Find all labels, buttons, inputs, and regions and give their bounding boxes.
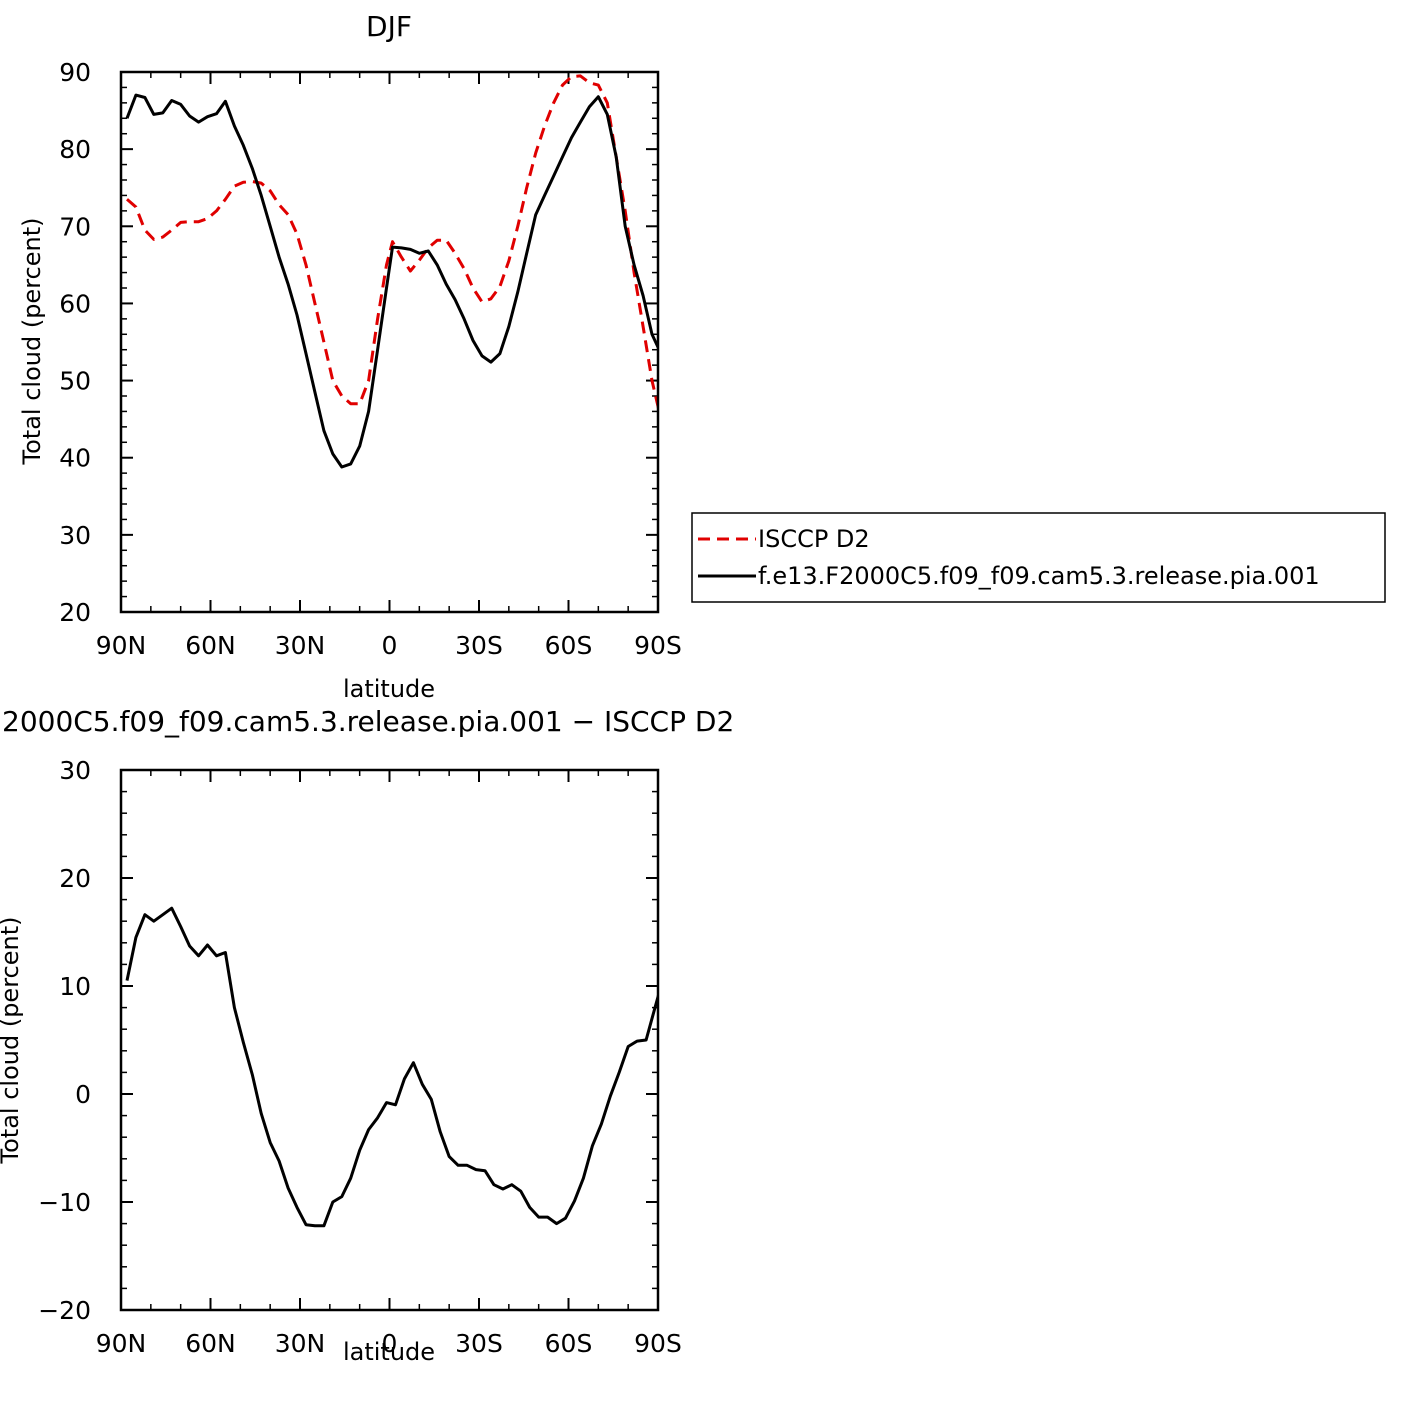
y-tick-label: 0 [75,1080,91,1109]
x-tick-label: 60S [545,631,593,660]
x-tick-label: 0 [382,1329,398,1358]
x-tick-label: 90S [634,631,682,660]
y-tick-label: 70 [59,212,91,241]
legend-label-isccp-d2: ISCCP D2 [758,525,870,553]
top-chart-title: DJF [366,10,412,43]
x-tick-label: 90N [96,631,147,660]
y-tick-label: 30 [59,521,91,550]
series-line-model [125,93,658,469]
x-tick-label: 60N [185,1329,236,1358]
top-series-layer [125,74,658,469]
y-tick-label: 40 [59,444,91,473]
legend-box [691,512,1386,603]
y-tick-label: 10 [59,972,91,1001]
x-tick-label: 90S [634,1329,682,1358]
x-tick-label: 30S [455,631,503,660]
y-tick-label: 20 [59,864,91,893]
bottom-ticks: 90N 60N 30N 0 30S 60S 90S −20 −10 0 10 20 30 [38,756,682,1358]
top-y-axis-label: Total cloud (percent) [18,218,46,466]
bottom-series-layer [125,906,658,1228]
y-tick-label: 30 [59,756,91,785]
series-line-model-difference [125,906,658,1228]
legend: ISCCP D2 f.e13.F2000C5.f09_f09.cam5.3.re… [691,512,1386,603]
x-tick-label: 30S [455,1329,503,1358]
top-panel: DJF latitude Total cloud (percent) 90N 60… [18,10,682,703]
y-tick-label: 60 [59,289,91,318]
bottom-y-axis-label: Total cloud (percent) [0,917,24,1165]
bottom-panel: 2000C5.f09_f09.cam5.3.release.pia.001 − … [0,705,734,1366]
series-line-isccp-d2 [126,74,658,413]
y-tick-label: 20 [59,598,91,627]
y-tick-label: 80 [59,135,91,164]
y-tick-label: 50 [59,367,91,396]
bottom-chart-title: 2000C5.f09_f09.cam5.3.release.pia.001 − … [2,705,734,738]
legend-label-model: f.e13.F2000C5.f09_f09.cam5.3.release.pia… [758,562,1320,590]
y-tick-label: 90 [59,58,91,87]
x-tick-label: 90N [96,1329,147,1358]
x-tick-label: 0 [382,631,398,660]
x-tick-label: 60N [185,631,236,660]
top-x-axis-label: latitude [343,675,435,703]
y-tick-label: −10 [38,1188,91,1217]
x-tick-label: 30N [275,631,326,660]
bottom-plot-frame [119,768,660,1312]
x-tick-label: 60S [545,1329,593,1358]
top-plot-frame [119,70,660,614]
bottom-x-axis-label: latitude [343,1338,435,1366]
x-tick-label: 30N [275,1329,326,1358]
y-tick-label: −20 [38,1296,91,1325]
